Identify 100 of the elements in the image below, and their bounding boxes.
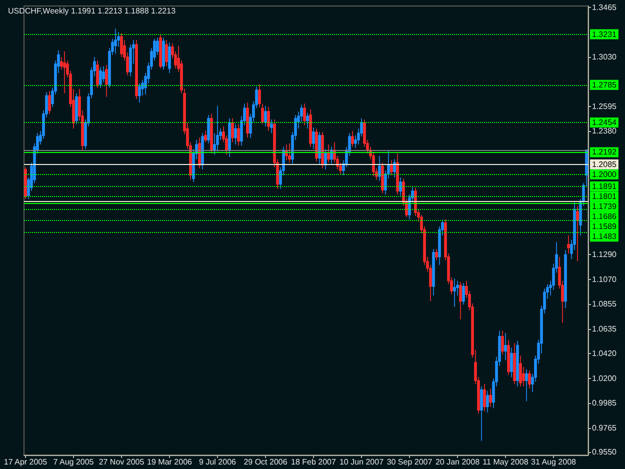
candlestick <box>351 130 354 148</box>
candlestick <box>489 388 492 408</box>
x-tick-label: 7 Aug 2005 <box>53 458 94 466</box>
candlestick <box>381 162 384 194</box>
chart-title: USDCHF,Weekly 1.1991 1.2213 1.1888 1.2213 <box>8 6 176 16</box>
candlestick <box>567 234 570 254</box>
y-tick-label: 1.1070 <box>592 275 618 284</box>
candlestick <box>159 34 162 69</box>
candlestick <box>315 128 318 162</box>
candlestick <box>216 106 219 152</box>
x-tick-label: 18 Feb 2007 <box>291 458 337 466</box>
candlestick <box>264 106 267 127</box>
candlestick <box>303 103 306 126</box>
y-tick-label: 1.2380 <box>592 126 618 136</box>
candlestick <box>501 330 504 355</box>
y-tick-label: 0.9985 <box>592 398 618 408</box>
x-tick-label: 19 Mar 2006 <box>147 458 193 466</box>
candlestick <box>285 144 288 161</box>
candlestick <box>96 60 99 88</box>
legend-label: 1.1686 <box>592 212 618 222</box>
candlestick <box>135 40 138 100</box>
candlestick <box>237 124 240 146</box>
candlestick <box>309 108 312 148</box>
y-tick-label: 1.3465 <box>592 3 618 12</box>
x-tick-label: 11 May 2008 <box>482 458 529 466</box>
candlestick <box>396 153 399 195</box>
candlestick <box>228 118 231 158</box>
x-tick-label: 17 Apr 2005 <box>4 458 48 466</box>
ref-line-label: 1.2454 <box>592 118 618 127</box>
y-tick-label: 1.0635 <box>592 324 618 334</box>
candlestick <box>459 281 462 320</box>
ref-line-label: 1.1891 <box>592 182 618 191</box>
ref-line-label: 1.3231 <box>592 30 618 39</box>
candlestick <box>393 158 396 178</box>
candlestick <box>267 106 270 132</box>
candlestick <box>399 177 402 196</box>
candlestick <box>390 160 393 176</box>
candlestick <box>288 142 291 164</box>
candlestick <box>63 51 66 94</box>
candlestick <box>453 278 456 308</box>
candlestick <box>525 368 528 402</box>
candlestick <box>564 250 567 308</box>
candlestick <box>207 114 210 144</box>
ref-line-label: 1.1483 <box>592 232 618 242</box>
y-tick-label: 1.0200 <box>592 374 618 383</box>
y-tick-label: 1.0420 <box>592 348 618 358</box>
x-tick-label: 31 Aug 2008 <box>531 458 577 466</box>
candlestick <box>519 355 522 387</box>
candlestick <box>435 248 438 261</box>
candlestick <box>321 132 324 169</box>
x-tick-label: 9 Jul 2006 <box>199 458 237 466</box>
ref-line-label: 1.1739 <box>592 202 618 212</box>
y-tick-label: 0.9550 <box>592 448 618 457</box>
candlestick <box>507 339 510 376</box>
candlestick <box>462 282 465 305</box>
x-tick-label: 27 Nov 2005 <box>98 458 145 466</box>
candlestick <box>165 40 168 67</box>
candlestick <box>168 42 171 74</box>
candlestick <box>504 332 507 361</box>
candlestick <box>120 32 123 58</box>
candlestick <box>24 166 27 200</box>
ref-line-label: 1.2785 <box>592 80 618 90</box>
ref-line-label: 1.1589 <box>592 222 618 232</box>
candlestick <box>378 155 381 182</box>
candlestick <box>48 90 51 114</box>
x-tick-label: 20 Jan 2008 <box>435 458 480 466</box>
candlestick <box>204 130 207 143</box>
y-tick-label: 1.3030 <box>592 52 618 62</box>
candlestick <box>306 112 309 130</box>
candlestick <box>327 144 330 164</box>
candlestick <box>75 93 78 124</box>
candlestick <box>231 118 234 143</box>
y-tick-label: 1.1290 <box>592 250 618 260</box>
candlestick <box>528 370 531 389</box>
candlestick <box>210 113 213 154</box>
candlestick <box>486 390 489 413</box>
ref-line-label: 1.2192 <box>592 148 618 157</box>
candlestick <box>162 37 165 70</box>
candlestick <box>138 82 141 103</box>
candlestick <box>576 205 579 262</box>
candlestick <box>483 384 486 412</box>
candlestick <box>513 342 516 384</box>
y-tick-label: 0.9765 <box>592 423 618 432</box>
ref-line-label: 1.2085 <box>592 160 618 169</box>
candlestick <box>270 119 273 134</box>
candlestick <box>432 248 435 296</box>
candlestick <box>312 127 315 150</box>
candlestick <box>129 44 132 77</box>
candlestick <box>234 124 237 145</box>
ref-line-label: 1.1801 <box>592 192 618 202</box>
y-tick-label: 1.0855 <box>592 300 618 309</box>
candlestick <box>114 28 117 54</box>
ref-line-label: 1.2000 <box>592 170 618 179</box>
x-tick-label: 29 Oct 2006 <box>244 458 288 466</box>
candlestick <box>324 148 327 170</box>
candlestick <box>510 347 513 378</box>
x-tick-label: 10 Jun 2007 <box>339 458 384 466</box>
candlestick <box>99 66 102 88</box>
candlestick <box>516 340 519 387</box>
candlestick <box>105 64 108 98</box>
